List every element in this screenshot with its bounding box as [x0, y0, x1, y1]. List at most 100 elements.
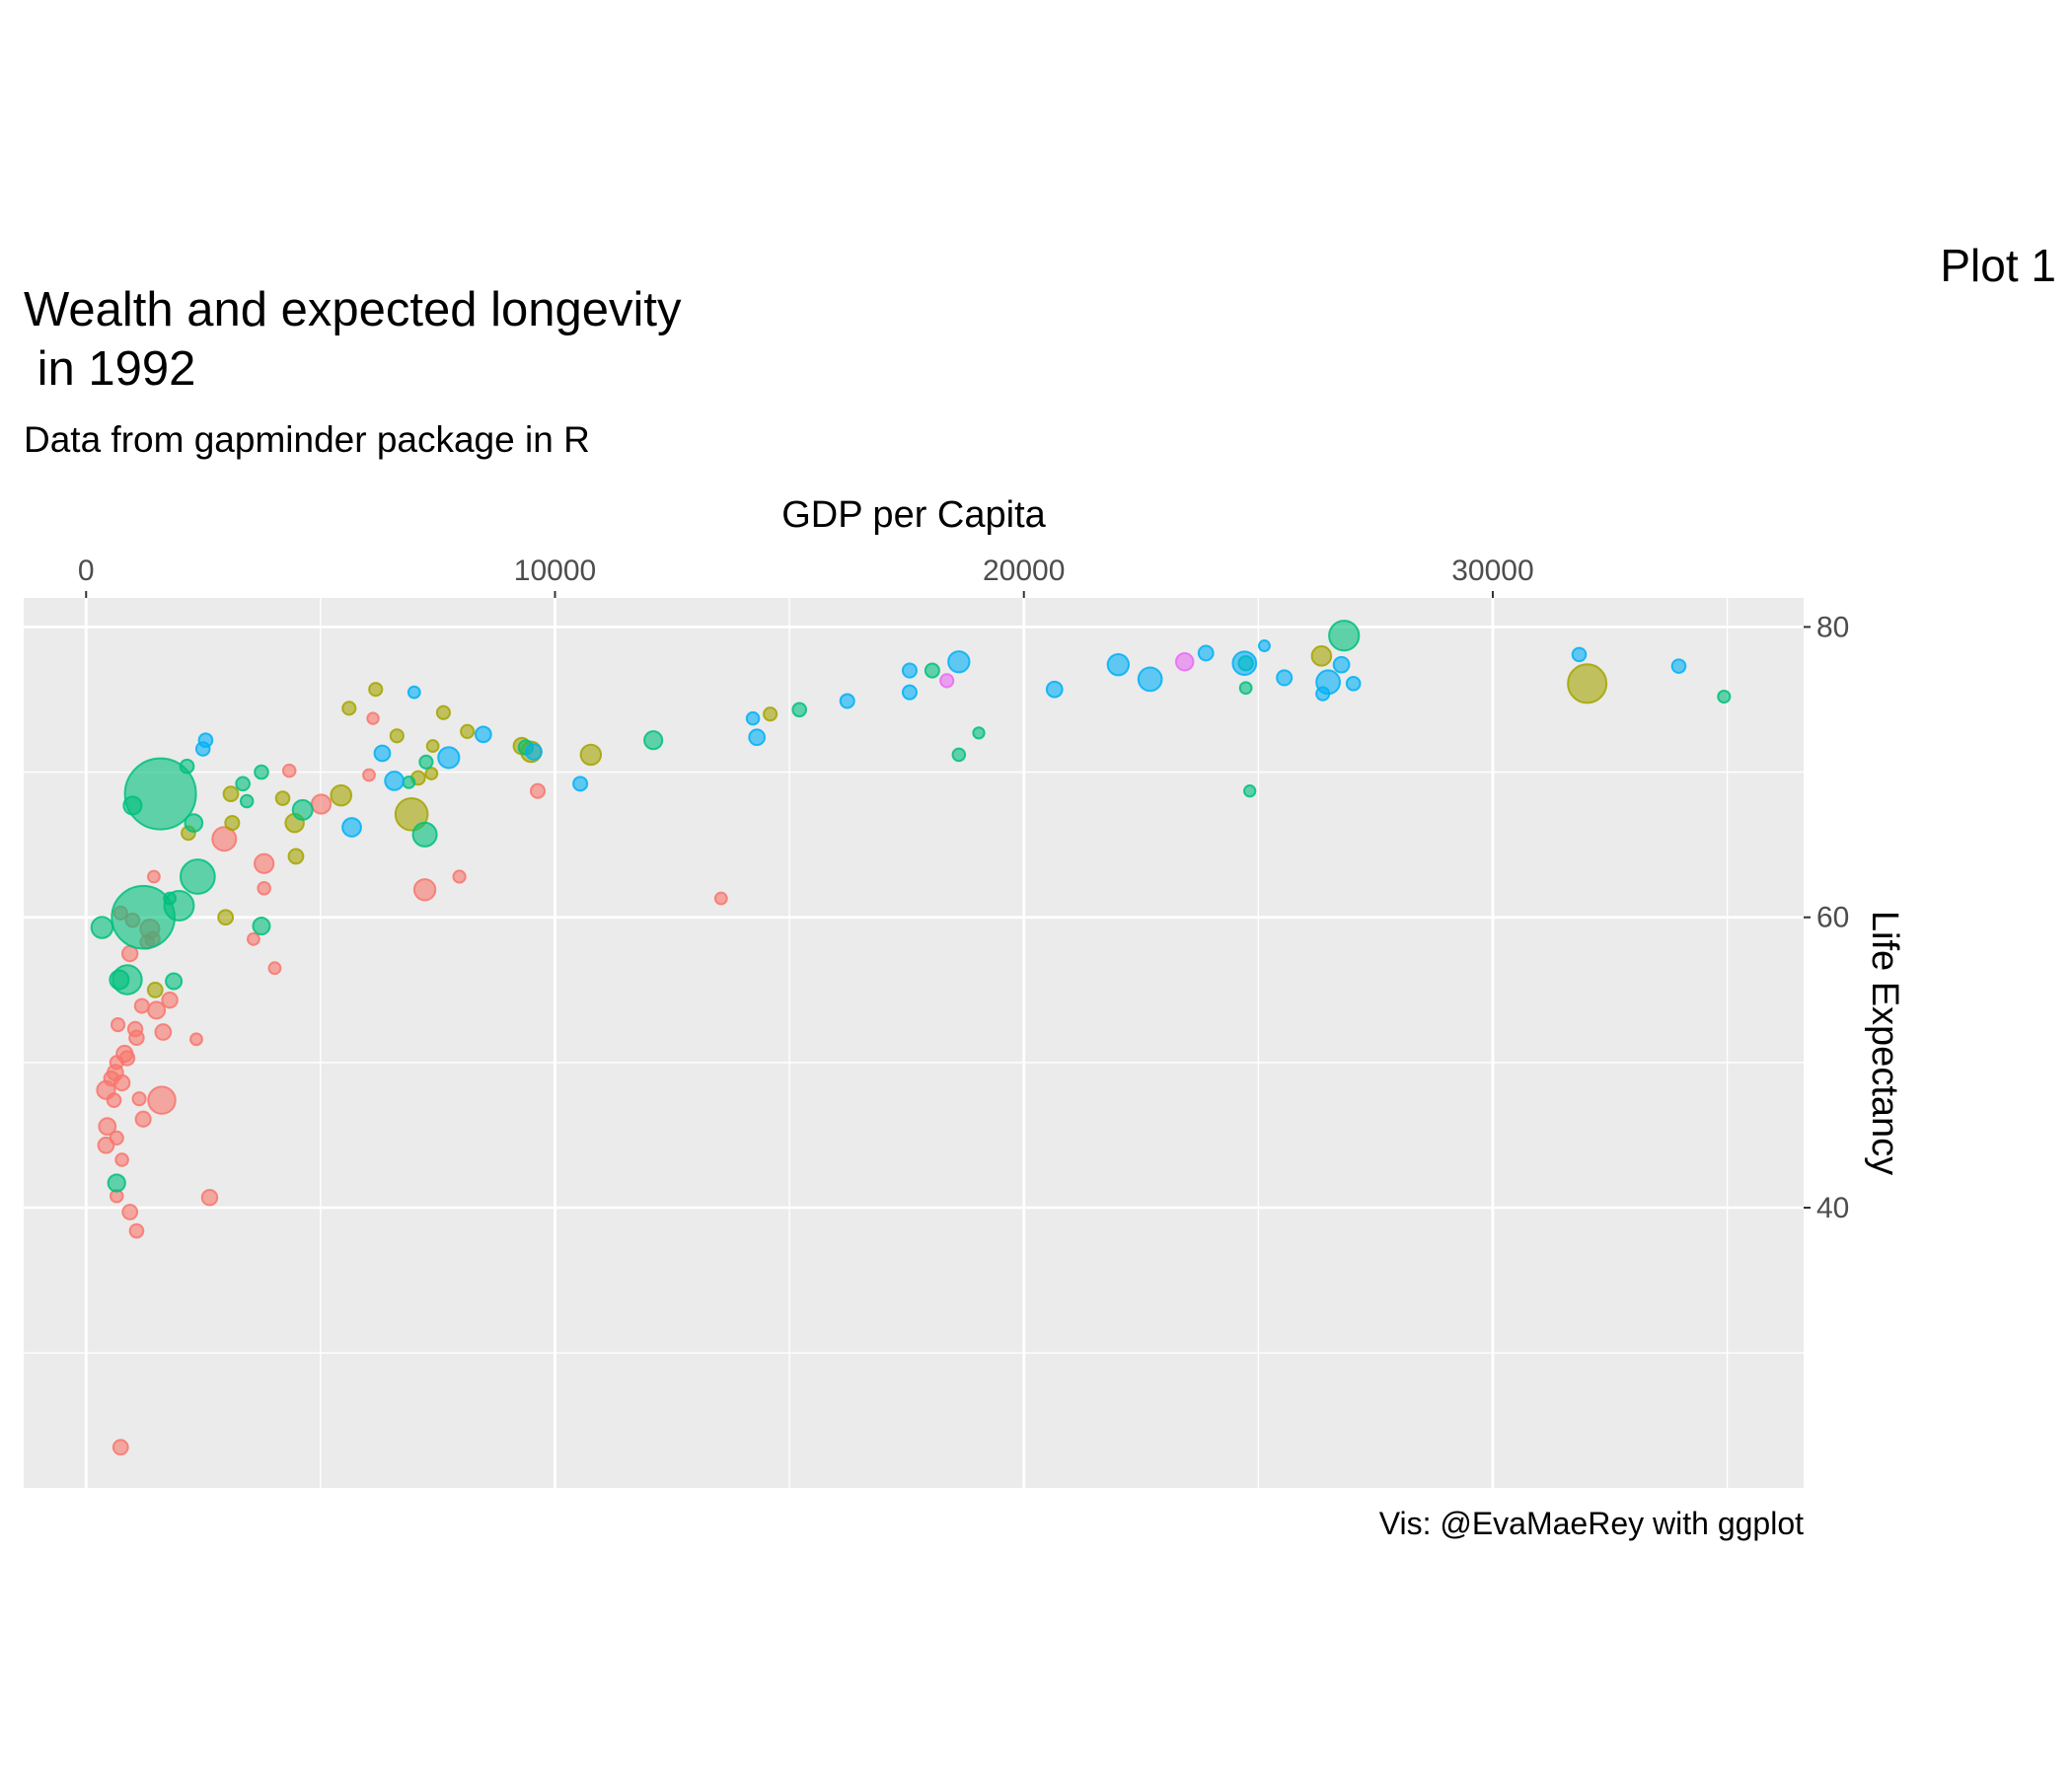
point [154, 1023, 173, 1041]
x-tick-label: 20000 [983, 555, 1065, 587]
point [435, 704, 452, 720]
point [713, 891, 728, 906]
point [123, 757, 197, 831]
point [362, 768, 376, 782]
point [407, 685, 421, 700]
point [330, 783, 353, 807]
grid [24, 598, 1804, 1488]
point [1045, 680, 1064, 699]
point [165, 972, 184, 991]
point [224, 815, 241, 832]
point [425, 739, 440, 753]
y-tick-label: 40 [1816, 1192, 1849, 1224]
point [274, 790, 291, 806]
point [368, 682, 384, 698]
x-tick-label: 10000 [514, 555, 596, 587]
point [1567, 663, 1608, 704]
point [90, 916, 114, 939]
y-axis-title: Life Expectancy [1864, 911, 1905, 1175]
point [122, 795, 143, 816]
point [128, 1222, 145, 1239]
point [184, 813, 204, 833]
point [1571, 646, 1588, 663]
axes: 0 10000 20000 30000 40 60 80 [78, 555, 1849, 1224]
point [412, 878, 437, 902]
point [1332, 655, 1351, 674]
point [126, 1020, 144, 1038]
point [1197, 644, 1215, 662]
point [1670, 658, 1687, 674]
point [254, 852, 275, 874]
point [114, 1152, 129, 1167]
point [1174, 651, 1195, 672]
chart-title: Wealth and expected longevity in 1992 [24, 283, 682, 396]
point [200, 1188, 219, 1207]
points [90, 620, 1732, 1456]
point [1328, 620, 1361, 652]
point [291, 798, 314, 821]
point [529, 782, 547, 799]
point [281, 763, 297, 778]
panel-background [24, 598, 1804, 1488]
point [189, 1032, 203, 1047]
plot-tag: Plot 1 [1940, 240, 2056, 291]
point [1310, 645, 1333, 667]
point [972, 726, 986, 740]
chart-subtitle: Data from gapminder package in R [24, 419, 590, 460]
point [235, 776, 251, 792]
point [901, 662, 918, 679]
caption: Vis: @EvaMaeRey with ggplot [1379, 1506, 1804, 1541]
point [1276, 669, 1294, 687]
point [257, 881, 271, 896]
point [163, 891, 177, 906]
point [901, 684, 918, 701]
point [147, 1085, 177, 1115]
point [366, 711, 380, 725]
point [951, 747, 967, 763]
point [1238, 681, 1253, 696]
point [1106, 653, 1131, 677]
point [287, 848, 305, 865]
point [452, 869, 467, 884]
point [107, 1173, 126, 1193]
point [373, 744, 392, 763]
point [643, 730, 664, 751]
point [254, 764, 269, 780]
point [939, 673, 955, 689]
point [1717, 689, 1732, 704]
point [572, 776, 589, 792]
point [252, 917, 271, 936]
point [839, 693, 855, 709]
point [924, 662, 940, 679]
point [402, 775, 416, 789]
point [121, 1204, 139, 1221]
point [579, 743, 603, 767]
point [217, 909, 235, 926]
point [239, 793, 255, 809]
point [134, 1110, 152, 1128]
point [110, 1017, 126, 1033]
y-tick-label: 60 [1816, 902, 1849, 934]
point [103, 1070, 120, 1087]
point [341, 701, 357, 716]
point [394, 796, 429, 832]
point [525, 743, 543, 761]
point [1231, 650, 1258, 677]
point [424, 767, 439, 780]
point [748, 728, 767, 747]
point [106, 1092, 122, 1108]
point [1257, 639, 1271, 653]
point [109, 969, 130, 991]
point [745, 710, 761, 726]
point [131, 1091, 147, 1107]
point [384, 771, 405, 791]
point [763, 706, 778, 722]
point [115, 1044, 134, 1064]
point [791, 702, 808, 718]
point [267, 961, 282, 976]
point [211, 826, 238, 852]
point [460, 723, 476, 739]
point [98, 1117, 117, 1137]
y-tick-label: 80 [1816, 611, 1849, 643]
